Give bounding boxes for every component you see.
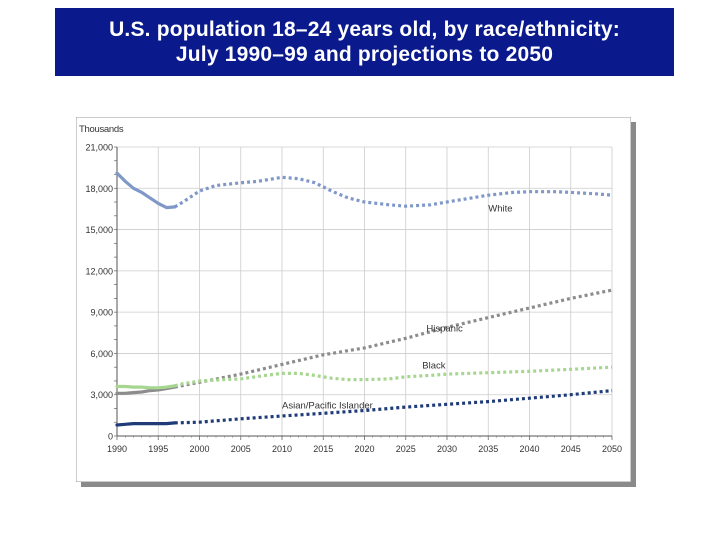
y-tick-label: 6,000 [90,349,113,359]
x-tick-label: 2035 [478,444,498,454]
black-projection-line [174,365,613,388]
slide-title: U.S. population 18–24 years old, by race… [55,8,674,76]
x-tick-label: 2015 [313,444,333,454]
y-axis-label: Thousands [79,124,124,135]
x-tick-label: 1990 [107,444,127,454]
x-tick-label: 2050 [602,444,622,454]
y-tick-label: 18,000 [85,184,113,194]
white-estimate-line [115,171,177,210]
y-tick-label: 9,000 [90,308,113,318]
title-line-2: July 1990–99 and projections to 2050 [175,43,554,66]
series-label: Hispanic [426,323,463,334]
title-line-1: U.S. population 18–24 years old, by race… [109,18,620,41]
y-tick-label: 3,000 [90,390,113,400]
y-tick-label: 15,000 [85,225,113,235]
series-labels: White Hispanic Black Asian/Pacific Islander [282,204,513,412]
x-tick-label: 1995 [148,444,168,454]
series-label: Asian/Pacific Islander [282,400,373,411]
chart-panel: 0 3,000 6,000 9,000 12,000 15,000 18,000 21,000… [75,116,632,483]
x-tick-label: 2000 [189,444,209,454]
x-tick-label: 2040 [519,444,539,454]
series-label: White [488,204,512,215]
x-tick-label: 2020 [354,444,374,454]
asian-pacific-islander-projection-line [174,389,613,425]
y-tick-label: 12,000 [85,266,113,276]
y-tick-label: 0 [108,432,113,442]
black-estimate-line [115,384,177,390]
series-label: Black [422,361,445,372]
white-projection-line [173,175,613,209]
x-tick-label: 2045 [561,444,581,454]
axes: 0 3,000 6,000 9,000 12,000 15,000 18,000 21,000… [85,143,622,455]
series-lines [115,171,613,427]
x-tick-label: 2010 [272,444,292,454]
x-tick-label: 2025 [396,444,416,454]
hispanic-projection-line [174,288,613,389]
y-tick-label: 21,000 [85,143,113,153]
chart-background [75,116,632,483]
gridlines [117,146,613,436]
population-line-chart: 0 3,000 6,000 9,000 12,000 15,000 18,000 21,000… [75,116,632,483]
asian-pacific-islander-estimate-line [115,421,177,427]
x-tick-label: 2005 [231,444,251,454]
x-tick-label: 2030 [437,444,457,454]
